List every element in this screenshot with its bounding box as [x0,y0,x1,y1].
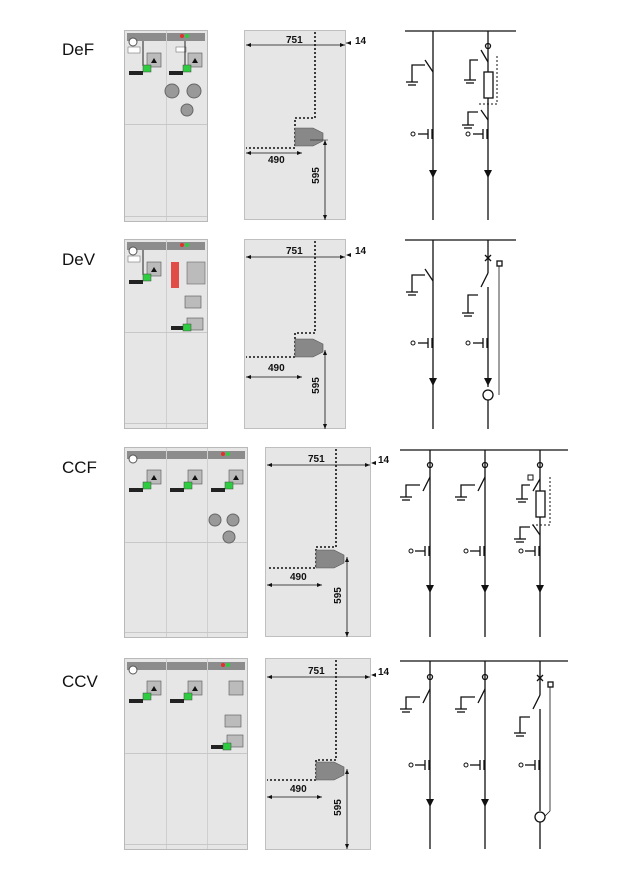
front-view-panel [124,30,208,222]
row-dev: DeV 751 [0,225,623,435]
row-ccv: CCV 751 14 490 595 [0,645,623,880]
front-panel-details [127,243,206,332]
dim-width: 751 [286,35,303,46]
front-panel-details [127,34,203,117]
row-ccf: CCF [0,435,623,645]
dim-depth: 490 [290,572,307,583]
dim-depth: 490 [268,155,285,166]
side-view-panel [265,658,371,850]
dim-width: 751 [286,246,303,257]
panel-plinth [125,632,247,633]
front-panel-details [128,452,244,544]
dim-offset: 14 [378,455,390,466]
panel-divider [125,542,247,543]
dim-offset: 14 [355,36,367,47]
single-line-diagram [405,30,516,220]
dim-width: 751 [308,666,325,677]
row-label: DeF [62,40,95,59]
side-view-drawing [246,241,351,429]
single-line-diagram [400,449,568,637]
panel-plinth [125,216,207,217]
row-label: CCF [62,458,97,477]
panel-plinth [125,844,247,845]
dim-depth: 490 [268,363,285,374]
panel-divider [125,332,207,333]
cubicle-divider [207,659,208,849]
single-line-diagram [405,239,516,429]
dim-width: 751 [308,454,325,465]
row-label: DeV [62,250,96,269]
busbar [127,451,245,459]
front-view-panel [124,239,208,429]
cubicle-divider [166,31,167,221]
front-panel-details [128,663,244,751]
dim-depth: 490 [290,784,307,795]
panel-plinth [125,423,207,424]
front-view-panel [124,658,248,850]
row-def: DeF [0,0,623,225]
front-view-panel [124,447,248,638]
cubicle-divider [166,659,167,849]
side-view-drawing [246,32,351,220]
panel-divider [125,753,247,754]
row-label: CCV [62,672,98,691]
dim-offset: 14 [355,246,367,257]
side-view-drawing [267,449,376,637]
dim-offset: 14 [378,667,390,678]
panel-divider [125,124,207,125]
cubicle-divider [166,240,167,428]
single-line-diagram [400,660,568,849]
side-view-drawing [267,660,376,849]
side-view-panel [265,447,371,637]
busbar [127,662,245,670]
